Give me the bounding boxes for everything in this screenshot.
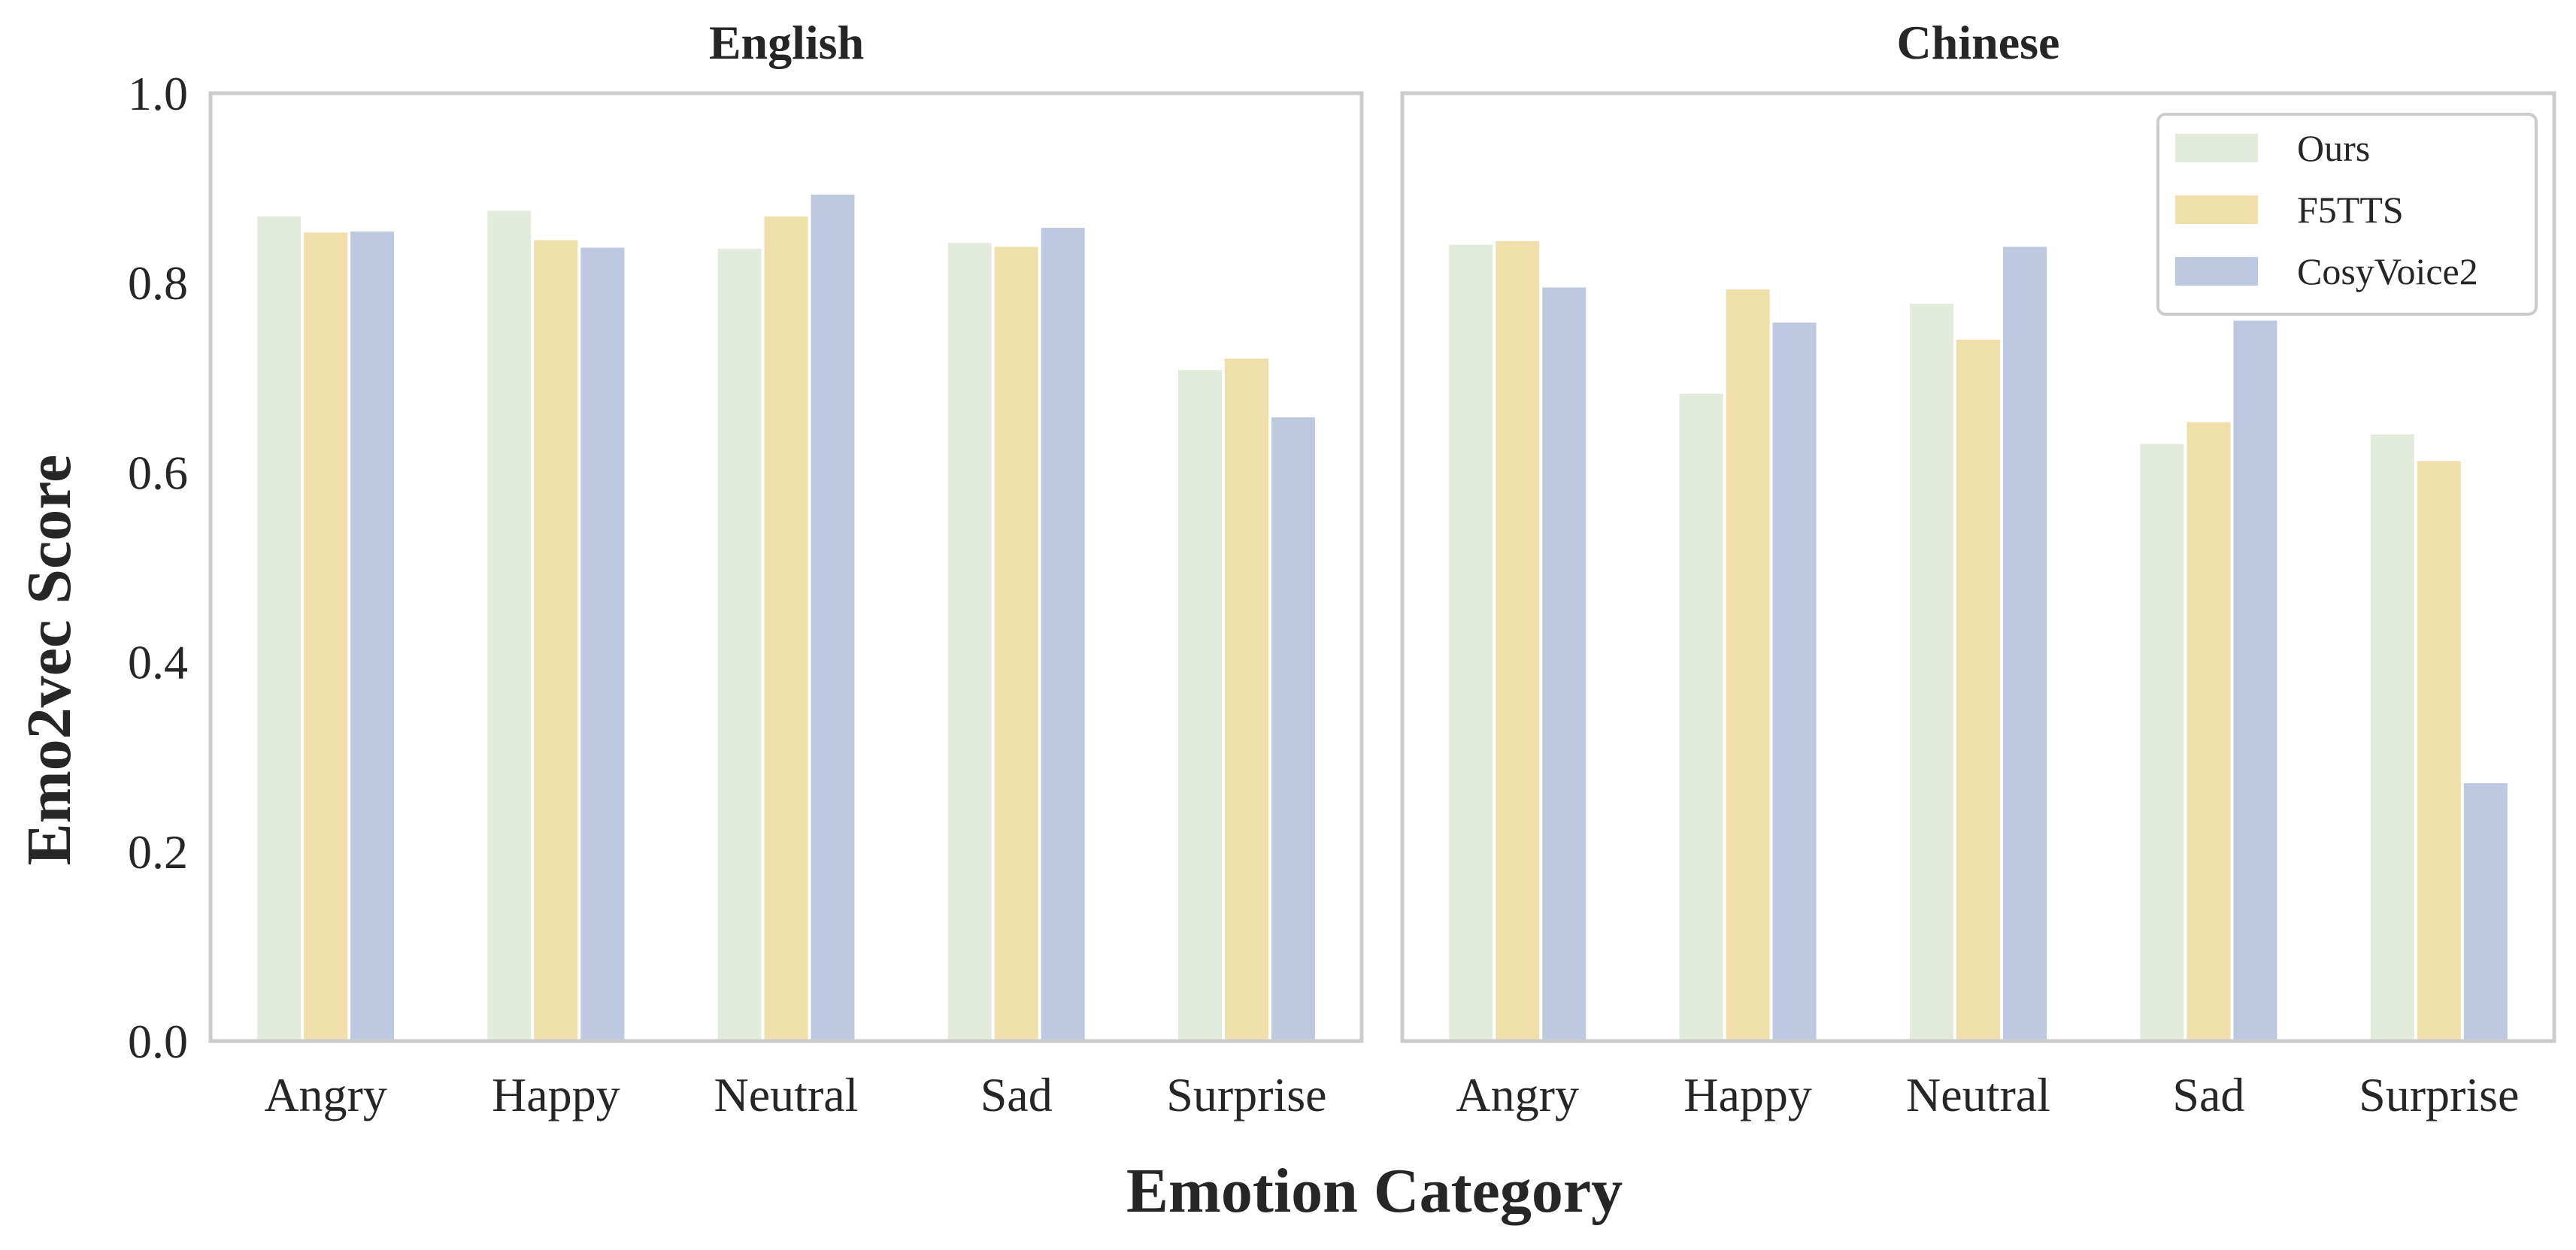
bar-chinese-happy-cosyvoice2 <box>1772 322 1817 1041</box>
bar-chinese-sad-cosyvoice2 <box>2233 320 2277 1042</box>
bar-chinese-neutral-cosyvoice2 <box>2003 247 2047 1041</box>
x-tick-chinese-angry: Angry <box>1456 1068 1579 1121</box>
bar-english-neutral-f5tts <box>764 216 808 1041</box>
bar-english-sad-f5tts <box>994 247 1038 1041</box>
bar-chinese-surprise-f5tts <box>2417 461 2461 1041</box>
x-tick-labels-english: Angry Happy Neutral Sad Surprise <box>264 1068 1326 1121</box>
bar-english-surprise-ours <box>1177 370 1222 1041</box>
x-tick-chinese-neutral: Neutral <box>1906 1068 2050 1121</box>
legend-label-ours: Ours <box>2297 127 2370 169</box>
bars-chinese <box>1449 241 2508 1042</box>
panel-title-chinese: Chinese <box>1897 16 2060 69</box>
x-axis-label: Emotion Category <box>1126 1156 1623 1226</box>
bar-chinese-surprise-ours <box>2370 434 2414 1041</box>
panel-english: English Angry Happy Neutral Sad Surprise 0.0… <box>128 16 1364 1121</box>
y-tick-0.2: 0.2 <box>128 825 188 879</box>
x-tick-english-happy: Happy <box>492 1068 620 1121</box>
x-tick-english-surprise: Surprise <box>1166 1068 1326 1121</box>
bar-chinese-angry-cosyvoice2 <box>1542 287 1587 1041</box>
bar-english-happy-cosyvoice2 <box>580 247 625 1041</box>
x-tick-chinese-sad: Sad <box>2172 1068 2244 1121</box>
bar-english-surprise-f5tts <box>1224 359 1268 1042</box>
legend-swatch-ours <box>2175 134 2258 162</box>
bar-english-neutral-ours <box>717 248 762 1041</box>
legend-swatch-f5tts <box>2175 195 2258 224</box>
bar-english-sad-cosyvoice2 <box>1041 228 1085 1042</box>
bar-english-happy-f5tts <box>534 240 578 1041</box>
x-tick-english-angry: Angry <box>264 1068 387 1121</box>
y-tick-1.0: 1.0 <box>128 67 188 120</box>
plot-frame-english <box>208 91 1364 1043</box>
x-tick-chinese-happy: Happy <box>1683 1068 1812 1121</box>
bars-english <box>257 194 1315 1042</box>
x-tick-english-sad: Sad <box>980 1068 1053 1121</box>
bar-chinese-happy-ours <box>1679 393 1723 1041</box>
bar-english-happy-ours <box>487 210 532 1041</box>
plot-frame-chinese <box>1400 91 2556 1043</box>
y-tick-labels: 0.0 0.2 0.4 0.6 0.8 1.0 <box>128 67 188 1068</box>
y-tick-0.6: 0.6 <box>128 446 188 499</box>
x-tick-english-neutral: Neutral <box>714 1068 859 1121</box>
bar-english-angry-ours <box>257 216 302 1041</box>
bar-english-surprise-cosyvoice2 <box>1271 417 1315 1041</box>
bar-english-angry-f5tts <box>304 232 348 1041</box>
bar-english-neutral-cosyvoice2 <box>811 194 855 1041</box>
panel-chinese: Chinese Angry Happy Neutral Sad Surprise <box>1400 16 2556 1121</box>
bar-english-sad-ours <box>947 243 992 1042</box>
bar-chinese-angry-ours <box>1449 244 1493 1041</box>
y-tick-0.8: 0.8 <box>128 256 188 310</box>
bar-english-angry-cosyvoice2 <box>350 232 395 1042</box>
x-tick-labels-chinese: Angry Happy Neutral Sad Surprise <box>1456 1068 2519 1121</box>
bar-chinese-happy-f5tts <box>1726 289 1770 1041</box>
y-axis-label: Emo2vec Score <box>14 455 84 866</box>
bar-chinese-neutral-ours <box>1910 303 1953 1041</box>
legend-label-f5tts: F5TTS <box>2297 189 2404 231</box>
x-tick-chinese-surprise: Surprise <box>2359 1068 2519 1121</box>
legend: Ours F5TTS CosyVoice2 <box>2156 113 2538 316</box>
bar-chinese-angry-f5tts <box>1496 241 1540 1042</box>
bar-chinese-sad-f5tts <box>2187 422 2231 1041</box>
y-tick-0.4: 0.4 <box>128 636 188 689</box>
legend-swatch-cosyvoice2 <box>2175 257 2258 286</box>
y-tick-0.0: 0.0 <box>128 1015 188 1068</box>
legend-label-cosyvoice2: CosyVoice2 <box>2297 250 2478 292</box>
bar-chinese-neutral-f5tts <box>1956 339 2000 1041</box>
panel-title-english: English <box>709 16 864 69</box>
bar-chinese-sad-ours <box>2140 443 2184 1041</box>
bar-chinese-surprise-cosyvoice2 <box>2463 783 2508 1041</box>
